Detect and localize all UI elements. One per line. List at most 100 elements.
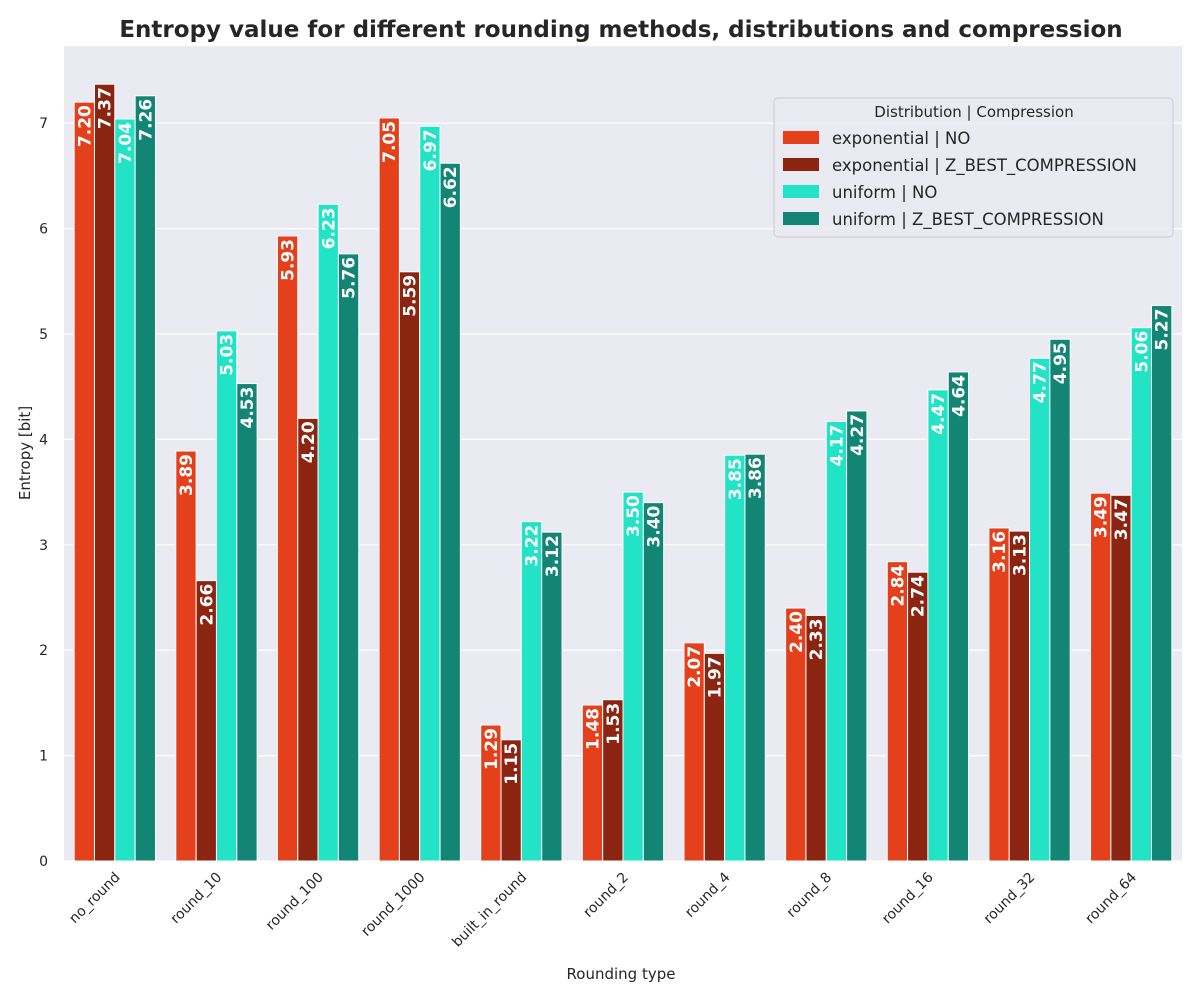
legend: Distribution | Compression exponential |… (773, 97, 1174, 238)
bar-value-label: 3.49 (1092, 496, 1112, 538)
bar-value-label: 4.20 (299, 421, 319, 463)
x-tick-label: round_8 (784, 870, 835, 921)
bar (398, 271, 421, 862)
bar-value-label: 3.85 (726, 458, 746, 500)
y-tick-label: 7 (39, 116, 48, 132)
bar-value-label: 3.22 (523, 525, 543, 567)
bar (1029, 357, 1051, 862)
bar-value-label: 1.29 (482, 728, 502, 770)
legend-entry-label: exponential | Z_BEST_COMPRESSION (832, 156, 1137, 176)
bar-value-label: 2.74 (909, 575, 929, 617)
bar-value-label: 3.16 (990, 531, 1010, 573)
bar-value-label: 7.37 (96, 87, 116, 129)
bar (236, 383, 258, 862)
bar (1090, 492, 1112, 862)
bar-value-label: 4.17 (827, 424, 847, 466)
bar (337, 253, 360, 862)
y-tick-label: 2 (39, 643, 48, 659)
bar (947, 371, 970, 862)
bar-value-label: 6.97 (421, 129, 441, 171)
bar (317, 203, 339, 862)
bar-value-label: 2.40 (787, 611, 807, 653)
bar-value-label: 5.03 (218, 334, 238, 376)
bar (1151, 305, 1173, 862)
bar (1008, 530, 1031, 862)
bar-value-label: 2.66 (197, 584, 217, 626)
y-tick-label: 0 (39, 854, 48, 870)
bar-value-label: 3.50 (624, 495, 644, 537)
x-tick-label: round_100 (263, 870, 327, 934)
bar (276, 235, 299, 862)
bar (1130, 327, 1153, 862)
bar (846, 410, 868, 862)
bar-value-label: 7.26 (136, 99, 156, 141)
bar-value-label: 1.48 (584, 708, 604, 750)
legend-title: Distribution | Compression (874, 103, 1073, 121)
bar (744, 453, 766, 862)
y-tick-label: 4 (39, 432, 48, 448)
bar (927, 389, 949, 862)
bar-value-label: 7.04 (116, 122, 136, 164)
x-axis-label: Rounding type (567, 965, 676, 983)
bar-value-label: 3.12 (543, 535, 563, 577)
bar-value-label: 5.59 (401, 275, 421, 317)
legend-swatch (783, 158, 819, 171)
legend-box (773, 97, 1174, 238)
legend-entry-label: exponential | NO (832, 129, 970, 148)
bar-value-label: 6.62 (441, 166, 461, 208)
bar-value-label: 3.40 (644, 505, 664, 547)
legend-entry-label: uniform | Z_BEST_COMPRESSION (832, 210, 1104, 230)
bar (73, 101, 95, 862)
y-tick-label: 5 (39, 327, 48, 343)
bar-value-label: 4.64 (949, 375, 969, 417)
x-tick-label: round_10 (168, 870, 226, 928)
y-axis-label: Entropy [bit] (16, 406, 34, 500)
bar-value-label: 6.23 (319, 207, 339, 249)
x-tick-label: no_round (66, 870, 123, 927)
bar-marks (73, 83, 1173, 862)
bar (175, 450, 197, 862)
bar (988, 527, 1010, 862)
chart-title: Entropy value for different rounding met… (119, 17, 1122, 43)
x-tick-label: round_4 (682, 869, 733, 920)
x-tick-labels: no_round round_10 round_100 round_1000 built… (66, 869, 1140, 950)
bar (825, 420, 848, 862)
bar (215, 330, 238, 862)
x-tick-label: round_64 (1082, 869, 1140, 927)
bar-value-label: 5.93 (279, 239, 299, 281)
bar (622, 491, 644, 862)
bar (114, 118, 136, 862)
bar-value-label: 5.76 (340, 257, 360, 299)
y-tick-label: 3 (39, 538, 48, 554)
legend-swatch (783, 131, 819, 144)
bar-value-label: 4.53 (238, 387, 258, 429)
bar-value-label: 5.06 (1132, 331, 1152, 373)
bar-value-label: 1.53 (604, 703, 624, 745)
x-tick-label: round_16 (879, 869, 937, 927)
bar (93, 83, 116, 862)
bar (297, 417, 319, 862)
bar (520, 521, 543, 862)
bar-value-label: 2.84 (888, 565, 908, 607)
bar (134, 95, 156, 862)
bar-value-label: 4.77 (1031, 361, 1051, 403)
legend-swatch (783, 185, 819, 198)
bar (1110, 494, 1132, 862)
bar (642, 502, 665, 862)
bar (1049, 338, 1071, 862)
bar-value-label: 4.47 (929, 393, 949, 435)
bar-value-label: 4.27 (848, 414, 868, 456)
bar-value-label: 3.89 (177, 454, 197, 496)
bar (419, 125, 441, 862)
x-tick-label: round_32 (981, 870, 1039, 928)
bar-value-label: 3.47 (1112, 498, 1132, 540)
y-tick-label: 6 (39, 222, 48, 238)
x-tick-label: round_1000 (358, 870, 428, 940)
bar-value-label: 1.15 (502, 743, 522, 785)
bar-value-label: 1.97 (705, 656, 725, 698)
bar-value-label: 3.13 (1010, 534, 1030, 576)
bar-value-label: 2.33 (807, 618, 827, 660)
y-tick-labels: 0 1 2 3 4 5 6 7 (39, 116, 48, 870)
y-tick-label: 1 (39, 749, 48, 765)
